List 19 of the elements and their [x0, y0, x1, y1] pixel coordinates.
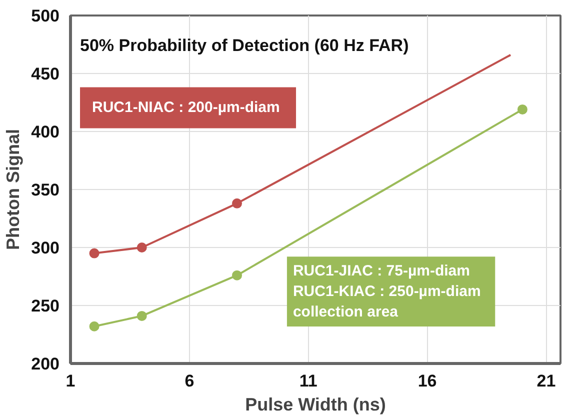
annotation: collection area [292, 303, 399, 320]
y-tick-label: 200 [31, 354, 60, 374]
y-tick-label: 500 [31, 6, 60, 26]
y-axis-title: Photon Signal [3, 128, 24, 250]
y-tick-label: 350 [31, 180, 60, 200]
x-tick-label: 1 [66, 372, 76, 390]
y-tick-label: 450 [31, 64, 60, 84]
x-tick-label: 6 [184, 372, 194, 390]
x-tick-label: 21 [536, 372, 556, 390]
x-tick-label: 11 [299, 372, 318, 390]
annotation: RUC1-KIAC : 250-µm-diam [292, 283, 481, 300]
annotation: RUC1-JIAC : 75-µm-diam [292, 262, 470, 280]
y-tick-label: 300 [31, 238, 60, 258]
annotation: RUC1-NIAC : 200-µm-diam [92, 99, 280, 116]
x-axis-title: Pulse Width (ns) [245, 394, 386, 414]
x-tick-label: 16 [418, 372, 437, 390]
y-tick-label: 400 [31, 122, 60, 142]
y-tick-label: 250 [31, 296, 60, 316]
text: 50% Probability of Detection (60 Hz FAR) [80, 36, 409, 56]
